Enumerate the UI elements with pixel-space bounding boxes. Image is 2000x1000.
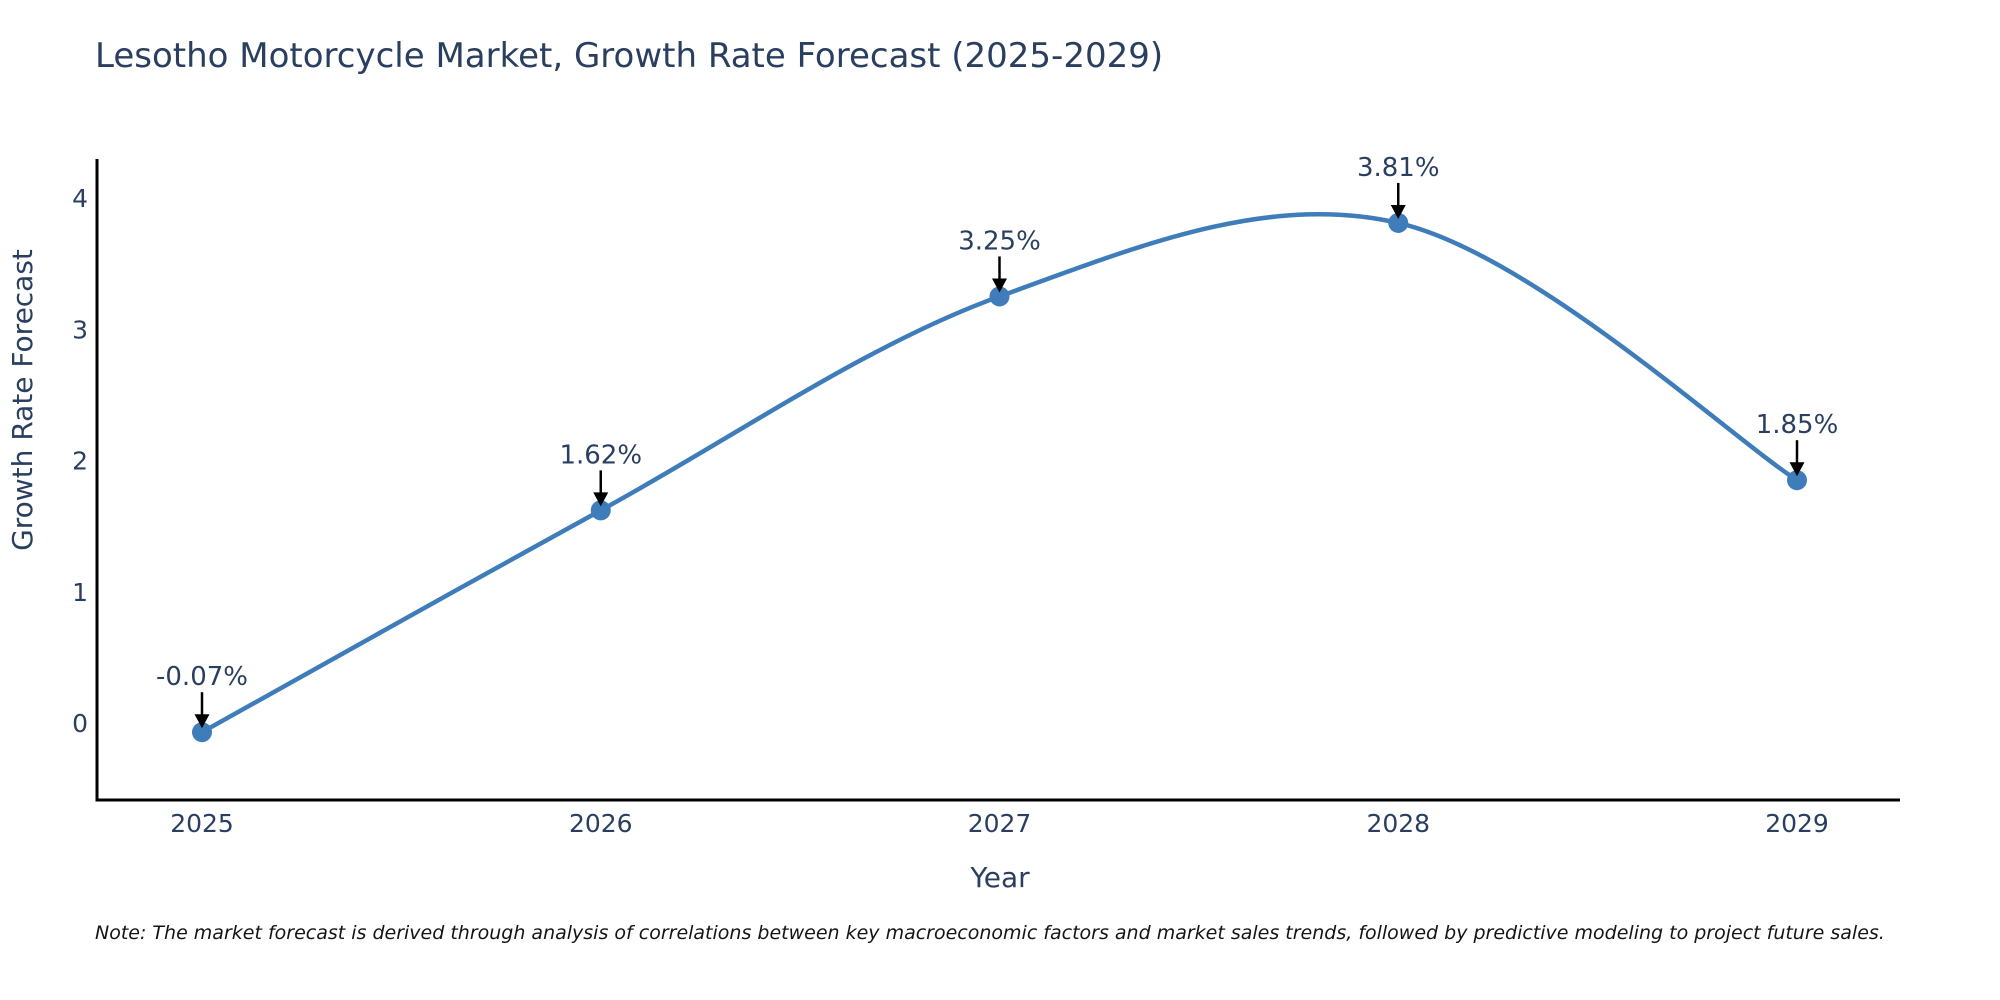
y-tick-label: 3 xyxy=(72,315,88,344)
point-annotations: -0.07% 1.62% 3.25% 3.81% 1.85% xyxy=(156,153,1839,729)
y-axis-title: Growth Rate Forecast xyxy=(6,249,39,551)
point-value-label: 1.62% xyxy=(559,440,642,470)
tick-labels: 2025 2026 2027 2028 2029 0 1 2 3 4 xyxy=(72,184,1829,838)
annotation-arrowhead-icon xyxy=(194,714,210,729)
point-value-label: 1.85% xyxy=(1756,410,1839,440)
x-tick-label: 2027 xyxy=(968,809,1032,838)
point-annotation: 1.85% xyxy=(1756,410,1839,477)
x-tick-label: 2025 xyxy=(170,809,234,838)
data-point-markers xyxy=(192,212,1807,743)
y-tick-label: 2 xyxy=(72,447,88,476)
x-axis-title: Year xyxy=(969,861,1030,894)
data-point-marker xyxy=(192,722,212,743)
axes xyxy=(95,159,1900,802)
x-tick-label: 2029 xyxy=(1765,809,1829,838)
data-point-marker xyxy=(1787,470,1807,491)
y-tick-label: 0 xyxy=(72,709,88,738)
point-value-label: 3.81% xyxy=(1357,153,1440,183)
data-point-marker xyxy=(590,500,611,521)
point-annotation: 3.25% xyxy=(958,226,1041,293)
x-tick-label: 2026 xyxy=(569,809,633,838)
y-tick-label: 4 xyxy=(72,184,88,213)
annotation-arrowhead-icon xyxy=(593,492,609,507)
annotation-arrowhead-icon xyxy=(1789,462,1805,477)
annotation-arrowhead-icon xyxy=(1390,204,1406,219)
annotation-arrowhead-icon xyxy=(992,278,1007,293)
point-value-label: 3.25% xyxy=(958,226,1041,256)
point-value-label: -0.07% xyxy=(156,662,248,692)
chart-title: Lesotho Motorcycle Market, Growth Rate F… xyxy=(95,36,1164,76)
point-annotation: 1.62% xyxy=(559,440,642,507)
point-annotation: 3.81% xyxy=(1357,153,1440,219)
data-point-marker xyxy=(1388,212,1409,233)
footnote: Note: The market forecast is derived thr… xyxy=(95,922,1885,944)
y-tick-label: 1 xyxy=(72,578,88,607)
x-tick-label: 2028 xyxy=(1366,809,1430,838)
point-annotation: -0.07% xyxy=(156,662,248,729)
data-point-marker xyxy=(989,286,1010,307)
